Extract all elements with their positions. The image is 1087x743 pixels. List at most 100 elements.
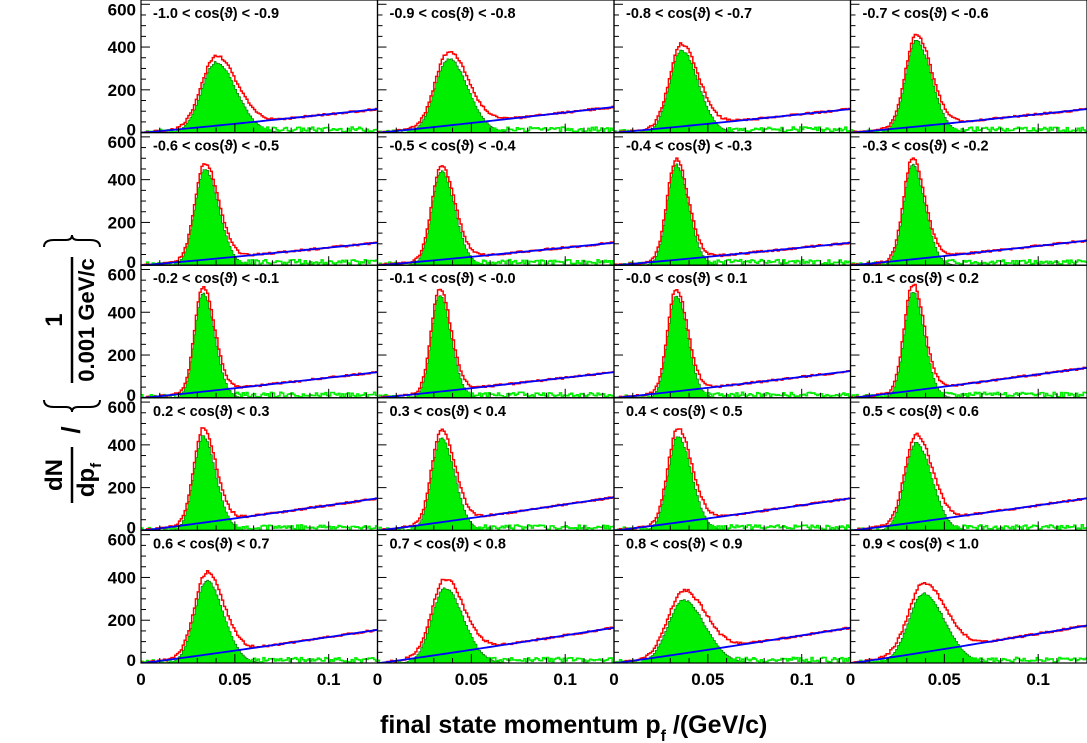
panel-20: 0.9 < cos(ϑ) < 1.0: [849, 529, 1087, 664]
panel-6: -0.5 < cos(ϑ) < -0.4: [376, 132, 615, 266]
panel-plot-area: [141, 569, 378, 664]
panel-15: 0.4 < cos(ϑ) < 0.5: [613, 397, 852, 531]
y-tick-label: 400: [108, 568, 136, 587]
y-tick-label: 600: [108, 265, 136, 284]
panel-plot-area: [377, 288, 614, 398]
signal-histogram: [850, 441, 1087, 531]
y-axis-dN: dN: [41, 459, 68, 491]
y-tick-label: 0: [127, 386, 136, 405]
background-fit-curve: [377, 241, 614, 266]
panel-plot-area: [141, 427, 378, 531]
y-tick-label: 400: [108, 171, 136, 190]
panel-plot-area: [141, 54, 378, 133]
background-fit-curve: [141, 241, 378, 266]
panel-ticks: [377, 401, 604, 531]
signal-histogram: [141, 435, 378, 531]
panel-4: -0.7 < cos(ϑ) < -0.6: [849, 0, 1087, 134]
x-tick-label: 0.1: [1026, 670, 1050, 689]
background-fit-curve: [850, 239, 1087, 266]
panel-ticks: [613, 534, 840, 664]
panel-ticks: [140, 268, 367, 399]
x-axis-title-sub: f: [661, 728, 667, 743]
panel-plot-area: [377, 165, 614, 266]
panel-label: -0.1 < cos(ϑ) < -0.0: [390, 271, 516, 287]
panel-label: 0.8 < cos(ϑ) < 0.9: [626, 536, 742, 552]
background-fit-curve: [614, 370, 851, 398]
y-tick-label: 400: [108, 38, 136, 57]
panel-7: -0.4 < cos(ϑ) < -0.3: [613, 132, 852, 266]
background-fit-curve: [850, 108, 1087, 133]
panel-label: 0.1 < cos(ϑ) < 0.2: [863, 271, 979, 287]
signal-histogram: [377, 587, 614, 664]
panel-label: 0.4 < cos(ϑ) < 0.5: [626, 404, 742, 420]
panel-3: -0.8 < cos(ϑ) < -0.7: [613, 0, 852, 134]
panel-label: -0.0 < cos(ϑ) < 0.1: [626, 271, 747, 287]
total-histogram: [850, 582, 1087, 664]
x-axis-title-tail: /(GeV/c): [666, 711, 767, 739]
panel-ticks: [850, 136, 1077, 266]
panel-10: -0.1 < cos(ϑ) < -0.0: [376, 264, 615, 399]
total-histogram: [614, 42, 851, 133]
residual-histogram: [850, 524, 1087, 531]
panel-plot-area: [850, 432, 1087, 531]
panel-ticks: [140, 3, 367, 134]
signal-histogram: [614, 163, 851, 266]
panel-label: -0.8 < cos(ϑ) < -0.7: [626, 6, 752, 22]
y-tick-label: 600: [108, 531, 136, 550]
residual-histogram: [141, 524, 378, 531]
signal-histogram: [377, 295, 614, 398]
total-histogram: [141, 569, 378, 664]
x-tick-label: 0.1: [553, 670, 577, 689]
signal-histogram: [141, 579, 378, 664]
panel-11: -0.0 < cos(ϑ) < 0.1: [613, 264, 852, 399]
panel-ticks: [850, 534, 1077, 664]
signal-histogram: [850, 592, 1087, 664]
panel-label: -0.2 < cos(ϑ) < -0.1: [153, 271, 279, 287]
background-fit-curve: [377, 371, 614, 398]
panel-label: 0.5 < cos(ϑ) < 0.6: [863, 404, 979, 420]
signal-histogram: [614, 295, 851, 398]
total-histogram: [141, 286, 378, 398]
panel-label: -1.0 < cos(ϑ) < -0.9: [153, 6, 279, 22]
panel-ticks: [377, 268, 604, 399]
signal-histogram: [141, 292, 378, 398]
panel-label: 0.2 < cos(ϑ) < 0.3: [153, 404, 269, 420]
total-histogram: [850, 33, 1087, 133]
panel-label: 0.7 < cos(ϑ) < 0.8: [390, 536, 506, 552]
x-tick-label: 0.05: [218, 670, 251, 689]
y-tick-label: 0: [127, 121, 136, 140]
panel-17: 0.6 < cos(ϑ) < 0.7: [140, 529, 379, 664]
panel-plot-area: [377, 50, 614, 133]
background-fit-curve: [141, 628, 378, 664]
total-histogram: [614, 588, 851, 664]
y-axis-title: dN dpf / 1 0.001 GeV/c: [41, 234, 105, 503]
background-fit-curve: [141, 497, 378, 531]
y-axis-unit-den: 0.001 GeV/c: [74, 258, 99, 382]
y-tick-label: 200: [108, 611, 136, 630]
residual-histogram: [141, 391, 378, 398]
background-fit-curve: [614, 497, 851, 531]
background-fit-curve: [614, 241, 851, 266]
panel-label: -0.9 < cos(ϑ) < -0.8: [390, 6, 516, 22]
panel-label: 0.6 < cos(ϑ) < 0.7: [153, 536, 269, 552]
x-tick-label: 0: [609, 670, 618, 689]
total-histogram: [850, 283, 1087, 398]
x-tick-label: 0.1: [317, 670, 341, 689]
y-axis-unit-one: 1: [41, 313, 68, 326]
signal-histogram: [377, 58, 614, 133]
panel-19: 0.8 < cos(ϑ) < 0.9: [613, 529, 852, 664]
y-tick-label: 0: [127, 518, 136, 537]
residual-histogram: [614, 524, 851, 531]
residual-histogram: [377, 656, 614, 664]
panel-plot-area: [614, 289, 851, 398]
x-tick-label: 0.05: [455, 670, 488, 689]
panel-ticks: [377, 136, 604, 266]
y-axis-slash: /: [56, 426, 86, 433]
background-fit-curve: [850, 624, 1087, 664]
panel-plot-area: [614, 42, 851, 133]
panel-12: 0.1 < cos(ϑ) < 0.2: [849, 264, 1087, 399]
panel-grid: -1.0 < cos(ϑ) < -0.9 -0.9 < cos(ϑ) < -0.8…: [140, 0, 1087, 664]
y-tick-label: 0: [127, 253, 136, 272]
panel-ticks: [850, 401, 1077, 531]
signal-histogram: [377, 437, 614, 531]
